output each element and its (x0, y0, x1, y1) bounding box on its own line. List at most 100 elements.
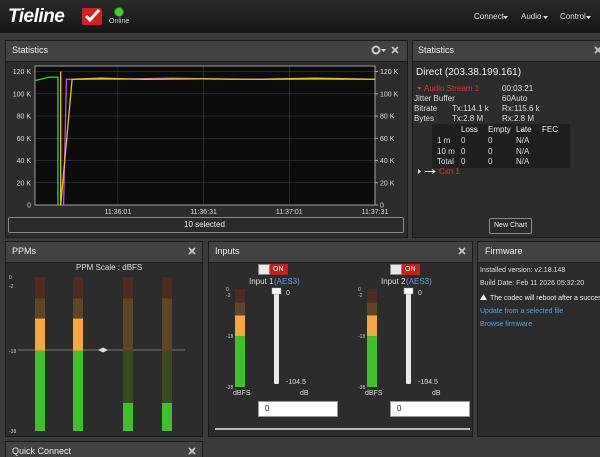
meter-zone (162, 350, 172, 431)
meter-zone (123, 277, 133, 299)
close-icon (594, 46, 600, 54)
table-cell: 10 m (437, 146, 455, 156)
panel-title: Quick Connect (12, 446, 72, 456)
close-icon (188, 447, 196, 455)
toggle-button[interactable] (402, 264, 420, 275)
fader-min: -104.5 (286, 379, 306, 386)
meter-level (123, 402, 133, 431)
x-tick-label: 11:36:01 (104, 209, 131, 216)
y2-tick-label: 80 K (380, 114, 395, 121)
column-header: Empty (488, 125, 511, 134)
status-led (114, 7, 124, 17)
settings-icon (371, 45, 381, 55)
y2-tick-label: 60 K (380, 136, 395, 143)
toggle-label[interactable]: ON (273, 266, 284, 273)
scale-label: -2 (358, 293, 363, 299)
firmware-version: Installed version: v2.18.148 (480, 267, 566, 274)
panel-title: Statistics (12, 45, 49, 55)
scale-label: -2 (9, 284, 14, 290)
scale-label: -2 (226, 293, 231, 299)
table-cell: N/A (516, 146, 530, 156)
quick-connect-panel (5, 441, 203, 457)
gain-value[interactable]: 0 (397, 404, 402, 413)
panel-title: Statistics (418, 45, 455, 55)
y2-tick-label: 100 K (380, 91, 399, 98)
table-cell: 0 (461, 146, 466, 156)
firmware-link[interactable]: Update from a selected file (480, 308, 564, 315)
logo-check (84, 8, 101, 23)
row-label: Jitter Buffer (414, 94, 455, 103)
meter-zone (162, 277, 172, 299)
meter-level (73, 318, 83, 351)
scale-label: -18 (226, 334, 233, 340)
meter-level (367, 336, 377, 387)
meter-zone (367, 289, 377, 303)
table-cell: 0 (488, 157, 493, 166)
caret-icon (503, 16, 508, 19)
menu-item[interactable]: Connect (474, 12, 504, 21)
panel-header (6, 442, 202, 457)
fader-unit: dB (432, 390, 441, 397)
y2-tick-label: 120 K (380, 69, 399, 76)
table-cell: N/A (516, 157, 530, 166)
y-tick-label: 60 K (17, 136, 32, 143)
fader-max: 0 (286, 290, 290, 297)
status-text: Online (109, 18, 130, 25)
meter-level (367, 315, 377, 337)
menu-item[interactable]: Audio (521, 12, 542, 21)
panel-title: PPMs (12, 246, 37, 256)
panel-title: Firmware (485, 246, 523, 256)
gain-input[interactable] (258, 401, 338, 417)
toggle-button[interactable] (270, 264, 288, 275)
firmware-link[interactable]: Browse firmware (480, 321, 533, 328)
meter-zone (123, 298, 133, 351)
meter-zone (35, 277, 45, 299)
input-source: (AES3) (406, 277, 432, 286)
table-cell: 0 (488, 136, 493, 145)
close-icon (188, 247, 196, 255)
row-value: 60Auto (502, 94, 528, 103)
y-tick-label: 100 K (13, 91, 32, 98)
select-button[interactable] (8, 217, 404, 233)
table-cell: 0 (461, 136, 466, 145)
new-chart-label[interactable]: New Chart (494, 222, 528, 229)
new-chart-button[interactable] (489, 218, 532, 234)
meter-level (162, 402, 172, 431)
select-button-label[interactable]: 10 selected (184, 220, 225, 229)
x-tick-label: 11:36:31 (190, 209, 217, 216)
expand-icon (417, 87, 422, 90)
table-cell: Total (437, 157, 454, 166)
meter-unit: dBFS (365, 390, 383, 397)
scale-label: 0 (358, 287, 361, 293)
series-line (34, 76, 59, 205)
toggle-label[interactable]: ON (405, 266, 416, 273)
caret-icon (381, 49, 386, 52)
connection-name: Direct (203.38.199.161) (416, 67, 522, 78)
x-tick-label: 11:37:01 (276, 209, 303, 216)
gain-value[interactable]: 0 (265, 404, 270, 413)
meter-level (235, 315, 245, 337)
fader-unit: dB (300, 390, 309, 397)
table-cell: 0 (461, 157, 466, 166)
connection-link[interactable]: Cxn 1 (439, 167, 460, 176)
settings-button[interactable] (390, 264, 402, 275)
scale-label: 0 (9, 275, 12, 281)
table-cell: 1 m (437, 136, 451, 145)
scale-label: 0 (226, 287, 229, 293)
stream-name[interactable]: Audio Stream 1 (424, 84, 480, 93)
fader-track (406, 290, 411, 384)
meter-zone (73, 277, 83, 299)
scale-title: PPM Scale : dBFS (76, 263, 143, 272)
menu-item[interactable]: Control (560, 12, 586, 21)
gain-input[interactable] (390, 401, 470, 417)
row-label: Bytes (414, 114, 435, 123)
column-header: Loss (461, 125, 478, 134)
fader-track (274, 290, 279, 384)
reference-marker (98, 347, 108, 353)
panel-header (6, 242, 202, 263)
table-cell: 0 (488, 146, 493, 156)
firmware-panel (477, 241, 600, 437)
settings-button[interactable] (258, 264, 270, 275)
collapse-icon (418, 169, 421, 174)
